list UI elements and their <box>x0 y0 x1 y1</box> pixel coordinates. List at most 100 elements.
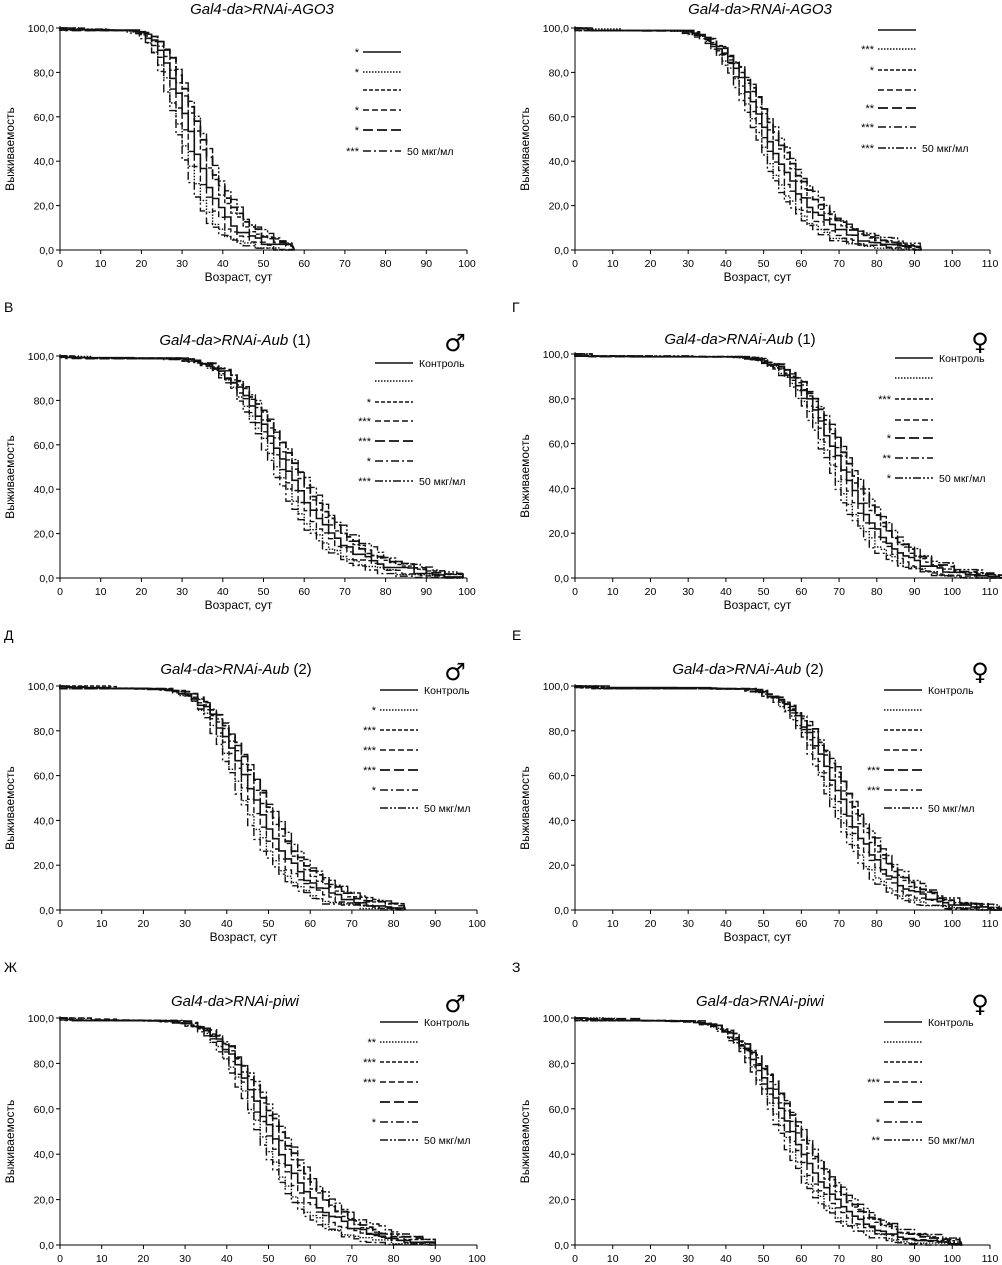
x-tick-label: 30 <box>682 586 694 598</box>
y-tick-label: 0,0 <box>39 905 54 917</box>
panel-letter: Д <box>4 627 14 643</box>
x-tick-label: 90 <box>420 258 432 270</box>
x-tick-label: 50 <box>758 918 770 930</box>
panel-1: Gal4-da>RNAi-AGO3 0,0 20,0 40,0 60,0 80,0 100,… <box>3 1 476 284</box>
legend-label: 50 мкг/мл <box>424 1135 471 1147</box>
significance-star: * <box>367 397 372 409</box>
significance-star: *** <box>363 1057 377 1069</box>
panel-4: Г Gal4-da>RNAi-Aub (1) ♀ 0,0 20,0 40,0 60,0 80,… <box>512 299 1002 612</box>
significance-star: * <box>372 705 377 717</box>
chart-title-gene: Gal4-da>RNAi-Aub <box>160 661 289 678</box>
chart-title: Gal4-da>RNAi-Aub (1) <box>664 331 815 348</box>
chart-title: Gal4-da>RNAi-piwi <box>171 993 300 1010</box>
x-tick-label: 10 <box>96 918 108 930</box>
significance-star: * <box>887 473 892 485</box>
x-tick-label: 70 <box>833 918 845 930</box>
x-tick-label: 60 <box>796 1253 808 1265</box>
survival-curve-5 <box>59 28 296 251</box>
survival-curve-5 <box>574 686 1002 910</box>
y-tick-label: 60,0 <box>549 439 570 451</box>
y-tick-label: 20,0 <box>549 528 570 540</box>
x-tick-label: 110 <box>982 258 999 270</box>
survival-curve-7 <box>575 685 1002 909</box>
panel-letter: В <box>4 299 13 315</box>
x-tick-label: 100 <box>944 1253 962 1265</box>
y-tick-label: 100,0 <box>543 349 569 361</box>
x-tick-label: 50 <box>263 918 275 930</box>
y-tick-label: 60,0 <box>549 112 570 124</box>
y-tick-label: 80,0 <box>549 67 570 79</box>
survival-curve-4 <box>59 686 406 911</box>
y-axis-label: Выживаемость <box>3 1100 17 1184</box>
x-tick-label: 50 <box>263 1253 275 1265</box>
significance-star: *** <box>878 394 892 406</box>
y-tick-label: 40,0 <box>34 484 55 496</box>
y-tick-label: 100,0 <box>28 1013 54 1025</box>
panel-2: Gal4-da>RNAi-AGO3 0,0 20,0 40,0 60,0 80,0 100,… <box>518 1 999 284</box>
survival-curve-5 <box>60 355 464 578</box>
survival-curve-6 <box>60 685 406 911</box>
significance-star: *** <box>363 745 377 757</box>
y-tick-label: 20,0 <box>34 1195 55 1207</box>
x-tick-label: 30 <box>179 1253 191 1265</box>
x-tick-label: 80 <box>388 918 400 930</box>
survival-curve-3 <box>59 356 464 578</box>
significance-star: ** <box>367 1037 376 1049</box>
survival-curve-2 <box>574 686 1002 911</box>
x-axis-label: Возраст, сут <box>724 598 792 612</box>
y-tick-label: 100,0 <box>28 351 54 363</box>
significance-star: *** <box>358 436 372 448</box>
x-tick-label: 0 <box>57 1253 63 1265</box>
x-tick-label: 20 <box>645 258 657 270</box>
x-tick-label: 60 <box>298 586 310 598</box>
x-tick-label: 0 <box>572 586 578 598</box>
x-tick-label: 0 <box>57 258 63 270</box>
y-tick-label: 100,0 <box>28 681 54 693</box>
panel-letter: Г <box>512 299 520 315</box>
male-icon: ♂ <box>444 329 466 357</box>
x-tick-label: 50 <box>758 586 770 598</box>
y-axis-label: Выживаемость <box>3 107 17 191</box>
survival-curve-2 <box>575 353 1002 579</box>
x-tick-label: 10 <box>607 1253 619 1265</box>
x-tick-label: 30 <box>682 918 694 930</box>
chart-title-gene: Gal4-da>RNAi-Aub <box>672 661 801 678</box>
y-tick-label: 0,0 <box>39 573 54 585</box>
y-tick-label: 60,0 <box>34 771 55 783</box>
x-axis-label: Возраст, сут <box>724 270 792 284</box>
male-icon: ♂ <box>444 658 466 686</box>
y-tick-label: 20,0 <box>549 201 570 213</box>
survival-curve-4 <box>574 354 1002 579</box>
x-tick-label: 110 <box>982 1253 999 1265</box>
chart-title: Gal4-da>RNAi-AGO3 <box>190 1 334 18</box>
x-tick-label: 100 <box>468 1253 486 1265</box>
x-tick-label: 10 <box>607 258 619 270</box>
x-tick-label: 90 <box>420 586 432 598</box>
legend-label: Контроль <box>419 358 465 370</box>
y-tick-label: 40,0 <box>549 483 570 495</box>
x-axis-label: Возраст, сут <box>205 598 273 612</box>
chart-title-gene: Gal4-da>RNAi-piwi <box>171 993 300 1010</box>
significance-star: * <box>887 433 892 445</box>
y-tick-label: 40,0 <box>34 815 55 827</box>
survival-curve-5 <box>574 27 923 251</box>
legend-label: 50 мкг/мл <box>407 146 454 158</box>
x-tick-label: 30 <box>176 586 188 598</box>
survival-curve-3 <box>574 1018 963 1246</box>
significance-star: * <box>876 1117 881 1129</box>
survival-curve-1 <box>60 355 464 578</box>
survival-curve-1 <box>575 1017 963 1246</box>
survival-curve-6 <box>59 356 463 579</box>
x-tick-label: 110 <box>982 918 999 930</box>
y-tick-label: 80,0 <box>549 726 570 738</box>
x-tick-label: 0 <box>572 1253 578 1265</box>
x-tick-label: 80 <box>388 1253 400 1265</box>
x-tick-label: 70 <box>339 258 351 270</box>
y-tick-label: 0,0 <box>554 245 569 257</box>
significance-star: * <box>372 785 377 797</box>
survival-curve-7 <box>60 1017 436 1245</box>
x-axis-label: Возраст, сут <box>205 270 273 284</box>
x-tick-label: 100 <box>944 586 962 598</box>
legend-label: 50 мкг/мл <box>928 1135 975 1147</box>
